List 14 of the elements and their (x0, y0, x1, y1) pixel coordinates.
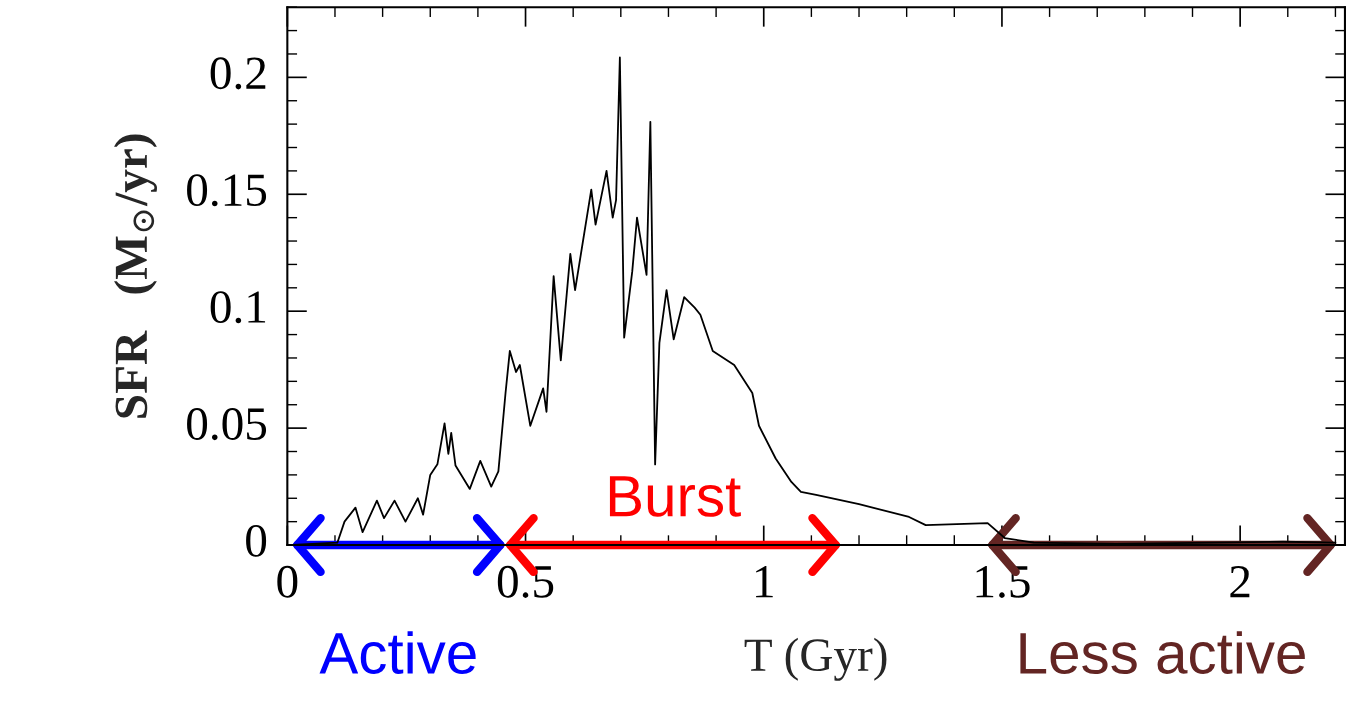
y-tick-label: 0 (246, 524, 267, 557)
x-tick-label: 1 (756, 566, 773, 598)
annotation: Less active (1020, 631, 1305, 674)
y-tick-label: 0.05 (187, 408, 267, 441)
y-axis-title: SFR (M$_{⊙}$/yr) (114, 134, 157, 418)
x-tick-label: 0 (277, 565, 298, 598)
annotation: Active (319, 631, 476, 674)
y-tick-label: 0.15 (187, 174, 267, 207)
x-tick-label: 0.5 (497, 565, 554, 598)
y-tick-label: 0.2 (210, 57, 266, 90)
x-tick-label: 2 (1230, 565, 1250, 598)
annotation: Burst (609, 476, 741, 517)
x-axis-title: T (Gyr) (744, 637, 887, 681)
y-tick-label: 0.1 (210, 291, 266, 324)
